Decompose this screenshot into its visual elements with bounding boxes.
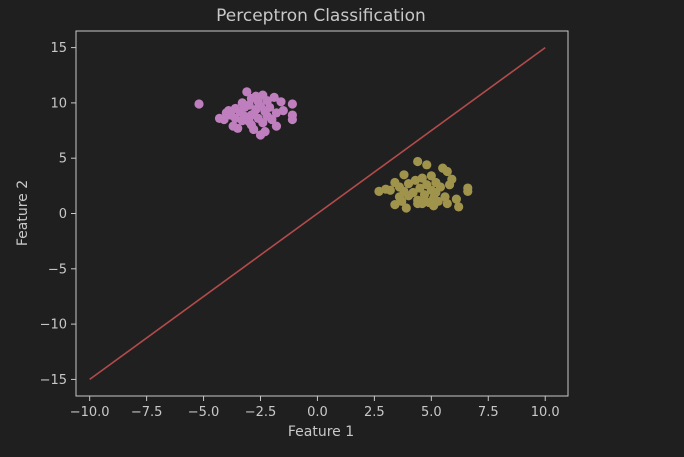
scatter-point-class-1 (417, 173, 427, 183)
y-tick-label: 15 (50, 41, 67, 56)
y-tick-label: 10 (50, 96, 67, 111)
axis-ticks: −10.0 −7.5 −5.0 −2.5 0.0 2.5 5.0 7.5 10.0 15 10 5 0 −… (40, 41, 560, 420)
scatter-point-class-1 (401, 203, 411, 213)
scatter-point-class-1 (451, 194, 461, 204)
scatter-point-class-1 (433, 196, 443, 206)
y-tick-label: −10 (40, 318, 67, 333)
scatter-point-class-0 (249, 124, 259, 135)
y-tick-label: −5 (48, 262, 67, 277)
scatter-point-class-1 (385, 185, 395, 195)
y-tick-label: 5 (59, 152, 67, 167)
scatter-point-class-1 (442, 198, 452, 209)
x-tick-label: −2.5 (245, 405, 277, 420)
scatter-point-class-0 (242, 87, 252, 97)
scatter-point-class-1 (447, 174, 457, 184)
scatter-point-class-1 (426, 171, 436, 181)
scatter-point-class-1 (415, 183, 425, 193)
scatter-point-class-0 (271, 121, 282, 131)
scatter-point-class-0 (194, 99, 204, 109)
scatter-point-class-1 (390, 200, 400, 210)
x-tick-label: 5.0 (421, 405, 442, 420)
scatter-point-class-0 (269, 92, 279, 102)
x-tick-label: −7.5 (131, 405, 163, 420)
x-tick-label: 0.0 (307, 405, 328, 420)
scatter-point-class-1 (413, 198, 423, 209)
x-tick-label: −5.0 (188, 405, 220, 420)
decision-boundary-line (89, 46, 546, 381)
scatter-point-class-0 (237, 115, 247, 126)
y-tick-label: 0 (59, 207, 67, 222)
plot-area (75, 30, 569, 397)
scatter-point-class-1 (399, 170, 409, 180)
scatter-point-class-0 (258, 118, 268, 128)
scatter-point-class-1 (397, 196, 407, 206)
scatter-point-class-1 (463, 186, 473, 196)
x-tick-label: 7.5 (478, 405, 499, 420)
scatter-point-class-1 (442, 166, 452, 177)
chart-title: Perceptron Classification (216, 6, 426, 26)
axes-background (76, 31, 568, 396)
y-axis-label: Feature 2 (15, 180, 31, 246)
x-tick-label: 10.0 (531, 405, 560, 420)
scatter-point-class-0 (287, 99, 297, 109)
scatter-point-class-1 (413, 156, 423, 167)
scatter-point-class-1 (422, 160, 432, 170)
scatter-point-class-0 (267, 114, 277, 125)
scatter-point-class-1 (408, 187, 418, 198)
scatter-point-class-0 (233, 123, 243, 133)
scatter-point-class-0 (287, 114, 297, 125)
x-tick-label: 2.5 (364, 405, 385, 420)
scatter-point-class-1 (403, 179, 414, 189)
x-axis-label: Feature 1 (288, 424, 354, 440)
scatter-point-class-0 (246, 110, 256, 120)
scatter-point-class-0 (260, 127, 270, 137)
scatter-point-class-1 (419, 195, 430, 205)
y-tick-label: −15 (40, 373, 67, 388)
scatter-point-class-1 (454, 202, 464, 212)
scatter-point-class-0 (276, 97, 286, 107)
x-tick-label: −10.0 (70, 405, 110, 420)
scatter-point-class-1 (435, 182, 446, 192)
scatter-point-class-0 (278, 106, 288, 116)
scatter-point-class-0 (265, 102, 275, 112)
